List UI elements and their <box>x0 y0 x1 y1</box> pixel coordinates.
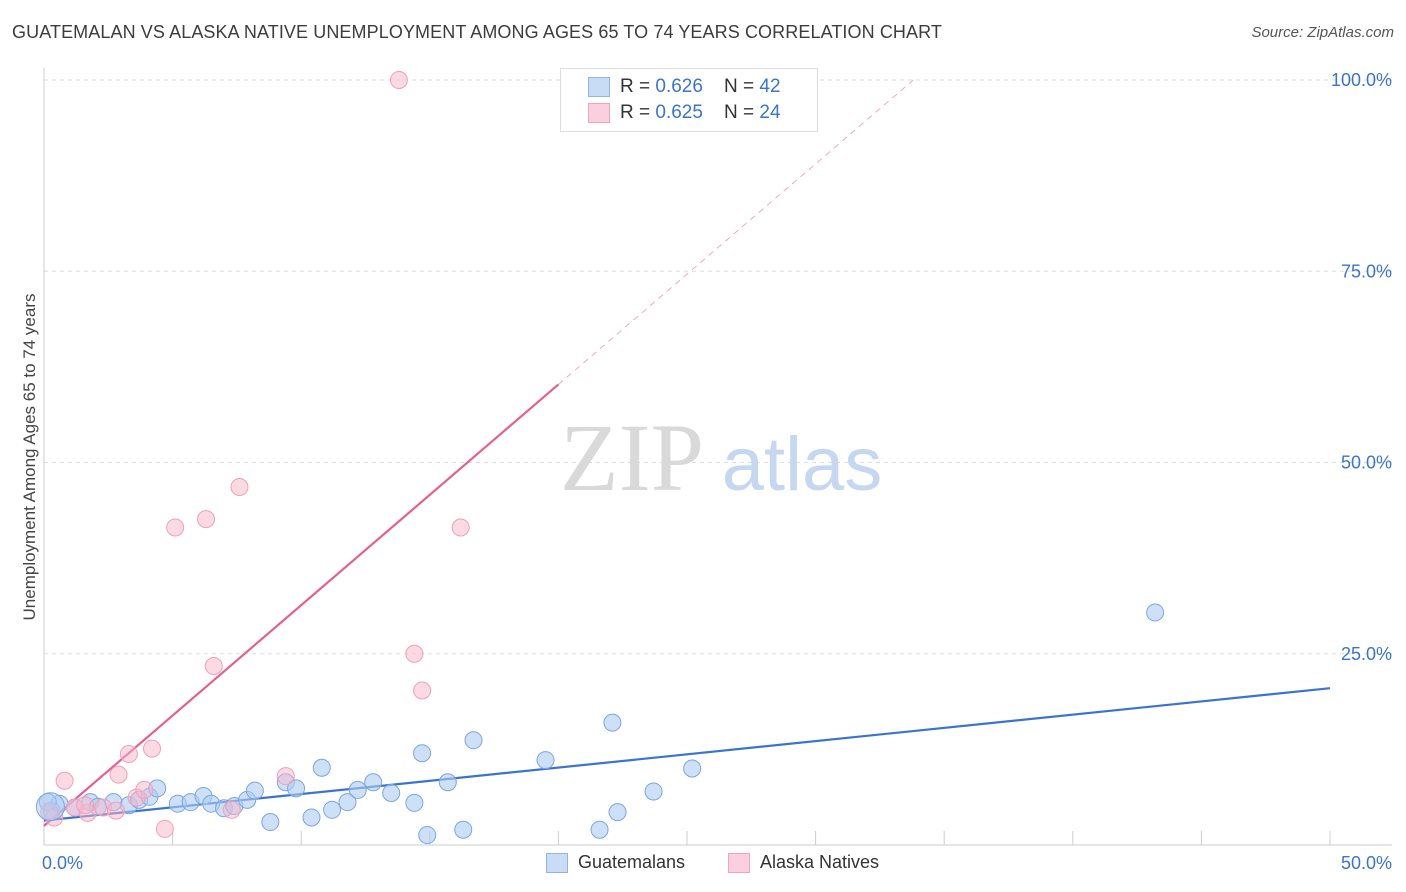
y-tick-label: 25.0% <box>1341 644 1392 664</box>
alaska-native-point <box>276 767 295 786</box>
alaska-native-point <box>204 656 223 675</box>
guatemalan-point <box>418 826 437 845</box>
y-tick-label: 100.0% <box>1331 70 1392 90</box>
legend-r-label: R = <box>620 76 656 97</box>
guatemalan-point <box>245 781 264 800</box>
legend-r-label: R = <box>620 102 656 123</box>
alaska-native-point <box>143 739 162 758</box>
chart-title: GUATEMALAN VS ALASKA NATIVE UNEMPLOYMENT… <box>12 22 943 42</box>
bottom-legend-label: Guatemalans <box>578 852 686 872</box>
axes <box>43 68 1392 846</box>
guatemalan-point <box>35 792 65 822</box>
alaska-native-point <box>76 796 95 815</box>
guatemalan-point <box>603 713 622 732</box>
alaska-native-point <box>413 681 432 700</box>
alaska-native-point <box>107 801 126 820</box>
alaska-native-trendline <box>43 383 560 827</box>
guatemalan-point <box>338 793 357 812</box>
legend-r-value: 0.625 <box>655 102 703 123</box>
guatemalan-point <box>348 780 367 799</box>
guatemalan-point <box>323 800 342 819</box>
guatemalan-point <box>413 744 432 763</box>
watermark: ZIP atlas <box>560 404 882 511</box>
bottom-legend-label: Alaska Natives <box>760 852 880 872</box>
guatemalan-point <box>590 820 609 839</box>
x-tick-label: 0.0% <box>42 853 83 873</box>
guatemalan-point <box>683 759 702 778</box>
legend-n-value: 24 <box>759 102 781 123</box>
bottom-legend-swatch-pink <box>728 852 750 873</box>
alaska-native-point <box>222 800 241 819</box>
guatemalan-point <box>608 803 627 822</box>
legend-swatch-blue <box>588 77 610 97</box>
tick-labels: 25.0% 50.0% 75.0% 100.0% 0.0% 50.0% <box>42 70 1392 873</box>
alaska-native-point <box>230 477 249 496</box>
legend-n-label: N = <box>724 76 760 97</box>
source-label: Source: ZipAtlas.com <box>1251 24 1394 41</box>
guatemalan-point <box>302 808 321 827</box>
x-tick-label: 50.0% <box>1341 853 1392 873</box>
guatemalan-point <box>405 793 424 812</box>
alaska-native-point <box>451 518 470 537</box>
alaska-native-point <box>405 644 424 663</box>
guatemalan-point <box>261 813 280 832</box>
legend-n-value: 42 <box>759 76 781 97</box>
guatemalan-point <box>1146 603 1165 622</box>
alaska-native-point <box>119 744 138 763</box>
guatemalan-point <box>536 751 555 770</box>
alaska-native-point <box>166 518 185 537</box>
watermark-atlas: atlas <box>722 422 883 507</box>
guatemalan-point <box>464 731 483 750</box>
guatemalan-point <box>364 773 383 792</box>
y-tick-label: 50.0% <box>1341 453 1392 473</box>
data-points <box>35 71 1165 845</box>
guatemalan-point <box>382 783 401 802</box>
y-tick-label: 75.0% <box>1341 261 1392 281</box>
alaska-native-trendline-extension <box>558 79 914 385</box>
guatemalan-point <box>312 758 331 777</box>
guatemalan-point <box>287 779 306 798</box>
bottom-legend-swatch-blue <box>546 852 568 873</box>
gridlines <box>44 79 1392 655</box>
bottom-legend-alaska: Alaska Natives <box>728 852 879 873</box>
alaska-native-point <box>55 771 74 790</box>
guatemalan-point <box>644 782 663 801</box>
alaska-native-point <box>155 819 174 838</box>
correlation-legend: R = 0.626 N = 42 R = 0.625 N = 24 <box>560 68 818 132</box>
legend-r-value: 0.626 <box>655 76 703 97</box>
guatemalan-point <box>454 820 473 839</box>
legend-swatch-pink <box>588 103 610 123</box>
alaska-native-point <box>135 780 154 799</box>
alaska-native-point <box>389 71 408 89</box>
guatemalan-point <box>438 773 457 792</box>
watermark-zip: ZIP <box>560 404 704 511</box>
alaska-native-point <box>109 765 128 784</box>
bottom-legend-guatemalans: Guatemalans <box>546 852 685 873</box>
legend-n-label: N = <box>724 102 760 123</box>
alaska-native-point <box>197 510 216 529</box>
